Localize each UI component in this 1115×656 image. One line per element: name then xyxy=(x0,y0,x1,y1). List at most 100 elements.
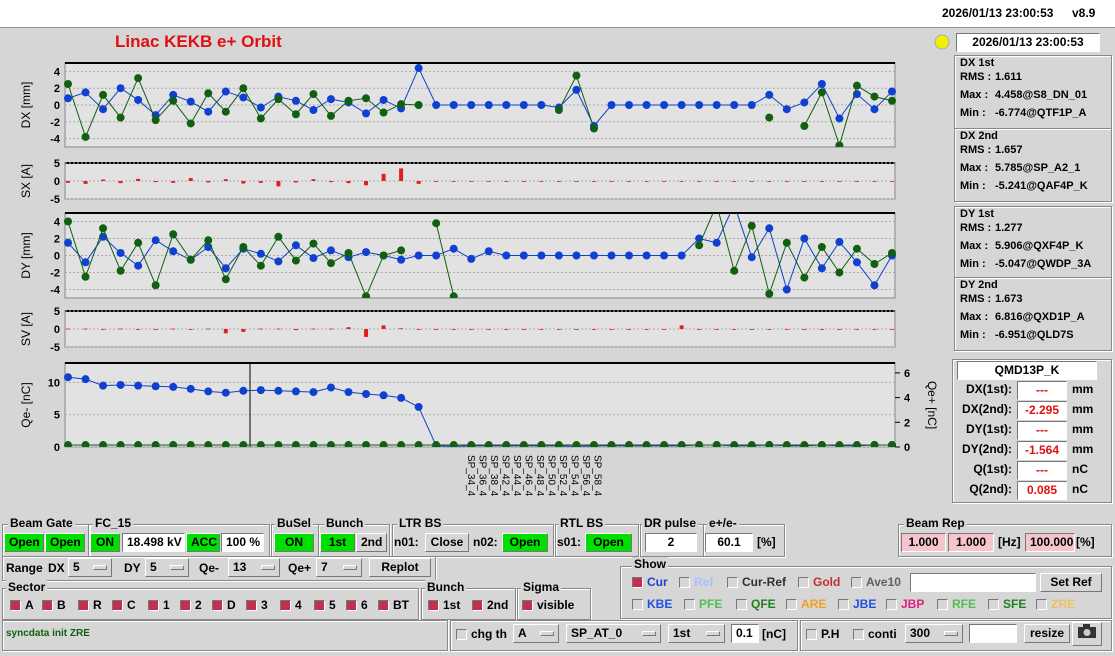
checkbox-label[interactable]: R xyxy=(93,598,102,612)
checkbox[interactable] xyxy=(853,629,864,640)
button[interactable]: Open xyxy=(45,533,85,552)
checkbox-label[interactable]: 1st xyxy=(443,598,461,612)
checkbox-label[interactable]: BT xyxy=(393,598,409,612)
button[interactable]: Close xyxy=(425,533,469,552)
text: [Hz] xyxy=(998,535,1021,549)
checkbox-label[interactable]: chg th xyxy=(471,627,507,641)
button[interactable]: resize xyxy=(1024,624,1070,643)
checkbox[interactable] xyxy=(988,599,999,610)
point xyxy=(414,251,423,260)
point xyxy=(888,87,896,96)
select[interactable]: 300 xyxy=(905,624,963,643)
button[interactable]: Replot xyxy=(369,558,431,577)
checkbox-label[interactable]: SFE xyxy=(1003,597,1027,611)
checkbox-label[interactable]: RFE xyxy=(952,597,976,611)
button[interactable]: Open xyxy=(585,533,632,552)
checkbox[interactable] xyxy=(806,629,817,640)
select[interactable]: 5 xyxy=(145,558,189,577)
checkbox-label[interactable]: D xyxy=(227,598,236,612)
button[interactable]: ACC xyxy=(186,533,220,552)
select[interactable]: SP_AT_0 xyxy=(566,624,661,643)
button[interactable]: Open xyxy=(4,533,44,552)
point xyxy=(519,101,528,109)
checkbox[interactable] xyxy=(838,599,849,610)
checkbox[interactable] xyxy=(280,600,291,611)
checkbox-label[interactable]: 2 xyxy=(195,598,202,612)
plot-area xyxy=(64,362,896,448)
checkbox[interactable] xyxy=(786,599,797,610)
checkbox-label[interactable]: Cur xyxy=(647,575,668,589)
checkbox[interactable] xyxy=(937,599,948,610)
button[interactable]: ON xyxy=(274,533,314,552)
checkbox-label[interactable]: 4 xyxy=(295,598,302,612)
checkbox-label[interactable]: Ref xyxy=(694,575,714,589)
checkbox[interactable] xyxy=(314,600,325,611)
checkbox[interactable] xyxy=(632,577,643,588)
checkbox-label[interactable]: ARE xyxy=(801,597,827,611)
checkbox-label[interactable]: 6 xyxy=(361,598,368,612)
camera-button[interactable] xyxy=(1072,622,1102,646)
checkbox[interactable] xyxy=(378,600,389,611)
checkbox-label[interactable]: ZRE xyxy=(1051,597,1075,611)
checkbox[interactable] xyxy=(684,599,695,610)
select[interactable]: 5 xyxy=(68,558,112,577)
checkbox-label[interactable]: JBE xyxy=(853,597,877,611)
checkbox[interactable] xyxy=(632,599,643,610)
checkbox-label[interactable]: QFE xyxy=(751,597,776,611)
checkbox[interactable] xyxy=(456,629,467,640)
checkbox-label[interactable]: JBP xyxy=(901,597,925,611)
checkbox-label[interactable]: Gold xyxy=(813,575,841,589)
select[interactable]: 13 xyxy=(228,558,280,577)
checkbox-label[interactable]: visible xyxy=(537,598,575,612)
checkbox[interactable] xyxy=(180,600,191,611)
select[interactable]: A xyxy=(513,624,559,643)
point xyxy=(572,251,581,260)
checkbox[interactable] xyxy=(212,600,223,611)
checkbox-label[interactable]: conti xyxy=(868,627,897,641)
checkbox[interactable] xyxy=(472,600,483,611)
checkbox[interactable] xyxy=(727,577,738,588)
checkbox-label[interactable]: B xyxy=(57,598,66,612)
checkbox[interactable] xyxy=(148,600,159,611)
checkbox[interactable] xyxy=(42,600,53,611)
timestamp: 2026/01/13 23:00:53 xyxy=(942,6,1054,20)
checkbox-label[interactable]: 3 xyxy=(261,598,268,612)
select[interactable]: 1st xyxy=(668,624,725,643)
checkbox[interactable] xyxy=(736,599,747,610)
bar xyxy=(118,328,123,330)
checkbox-label[interactable]: C xyxy=(127,598,136,612)
checkbox[interactable] xyxy=(10,600,21,611)
checkbox-label[interactable]: A xyxy=(25,598,34,612)
point xyxy=(134,261,143,270)
checkbox-label[interactable]: KBE xyxy=(647,597,673,611)
checkbox-label[interactable]: PFE xyxy=(699,597,723,611)
point xyxy=(870,260,879,268)
checkbox[interactable] xyxy=(112,600,123,611)
checkbox-label[interactable]: P.H xyxy=(821,627,840,641)
checkbox[interactable] xyxy=(346,600,357,611)
checkbox[interactable] xyxy=(246,600,257,611)
button[interactable]: 1st xyxy=(320,533,355,552)
button[interactable]: Set Ref xyxy=(1040,573,1102,592)
checkbox-label[interactable]: 1 xyxy=(163,598,170,612)
checkbox-label[interactable]: Ave10 xyxy=(866,575,901,589)
point xyxy=(344,388,353,397)
checkbox[interactable] xyxy=(679,577,690,588)
point xyxy=(326,111,335,120)
checkbox[interactable] xyxy=(1036,599,1047,610)
checkbox[interactable] xyxy=(522,600,533,611)
checkbox[interactable] xyxy=(851,577,862,588)
button[interactable]: ON xyxy=(90,533,120,552)
checkbox-label[interactable]: Cur-Ref xyxy=(742,575,786,589)
button[interactable]: 2nd xyxy=(356,533,387,552)
checkbox[interactable] xyxy=(886,599,897,610)
y-axis-label: Qe- [nC] xyxy=(19,382,33,427)
checkbox[interactable] xyxy=(78,600,89,611)
point xyxy=(397,255,406,264)
checkbox-label[interactable]: 5 xyxy=(329,598,336,612)
select[interactable]: 7 xyxy=(316,558,362,577)
button[interactable]: Open xyxy=(502,533,548,552)
checkbox-label[interactable]: 2nd xyxy=(487,598,509,612)
checkbox[interactable] xyxy=(798,577,809,588)
checkbox[interactable] xyxy=(428,600,439,611)
